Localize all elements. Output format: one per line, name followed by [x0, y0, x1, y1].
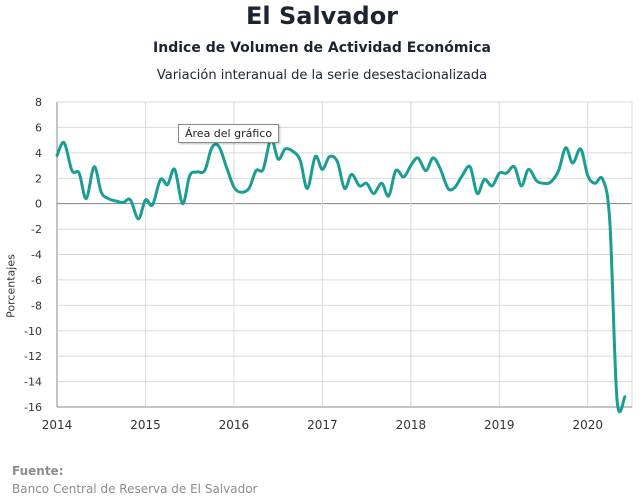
- series-layer: [55, 137, 627, 413]
- x-tick-label: 2018: [396, 418, 427, 432]
- chart-subtitle-2: Variación interanual de la serie desesta…: [156, 68, 488, 83]
- source-label: Fuente:: [12, 464, 64, 478]
- y-tick-label: -16: [24, 401, 42, 414]
- y-axis-label: Porcentajes: [4, 254, 18, 318]
- source-text: Banco Central de Reserva de El Salvador: [12, 482, 258, 496]
- y-tick-label: 2: [35, 172, 42, 185]
- x-tick-label: 2015: [130, 418, 161, 432]
- x-tick-label: 2016: [219, 418, 250, 432]
- grid-layer: [56, 101, 633, 408]
- y-tick-label: 6: [35, 121, 42, 134]
- y-tick-label: 4: [35, 147, 42, 160]
- chart-area-tooltip: Área del gráfico: [178, 124, 280, 143]
- y-tick-label: -6: [31, 274, 42, 287]
- y-tick-label: -12: [24, 350, 42, 363]
- y-tick-label: -4: [31, 249, 42, 262]
- x-tick-label: 2017: [307, 418, 338, 432]
- y-tick-label: -2: [31, 223, 42, 236]
- y-tick-label: -14: [24, 376, 42, 389]
- x-tick-label: 2019: [484, 418, 515, 432]
- y-tick-label: 0: [35, 198, 42, 211]
- x-tick-label: 2014: [42, 418, 73, 432]
- y-tick-label: -8: [31, 299, 42, 312]
- y-tick-label: 8: [35, 96, 42, 109]
- chart-subtitle: Indice de Volumen de Actividad Económica: [153, 40, 491, 56]
- series-line[interactable]: [55, 137, 627, 413]
- y-tick-label: -10: [24, 325, 42, 338]
- x-tick-label: 2020: [572, 418, 603, 432]
- chart-title: El Salvador: [245, 2, 399, 30]
